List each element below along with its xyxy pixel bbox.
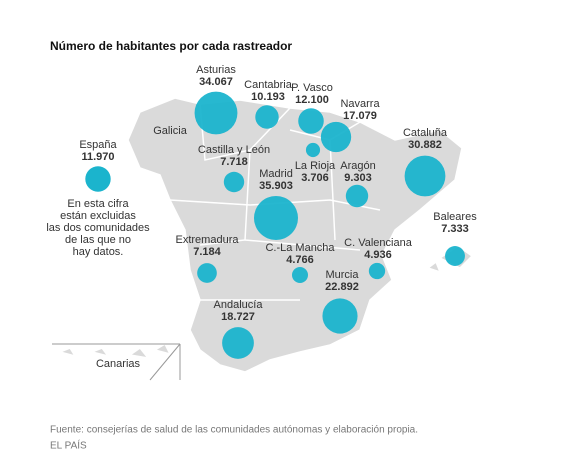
canarias-frame [52, 343, 181, 381]
region-name: Murcia [325, 269, 359, 281]
bubble [404, 155, 446, 197]
bubble [197, 263, 217, 283]
canarias-shape [57, 342, 172, 360]
spain-map [57, 97, 474, 373]
mainland [127, 97, 463, 373]
spain-note: hay datos. [73, 246, 124, 258]
bubble [254, 196, 298, 240]
region-name: Cantabria [244, 79, 293, 91]
region-value: 9.303 [344, 172, 372, 184]
bubble [222, 327, 254, 359]
region-value: 30.882 [408, 139, 442, 151]
region-name: Cataluña [403, 127, 448, 139]
bubble [223, 171, 245, 193]
region-name: C.-La Mancha [265, 242, 335, 254]
bubble [345, 184, 369, 208]
spain-note: de las que no [65, 234, 131, 246]
region-name: Andalucía [214, 299, 264, 311]
bubble [298, 108, 324, 134]
bubble [322, 298, 358, 334]
region-value: 4.936 [364, 249, 392, 261]
region-value: 18.727 [221, 311, 255, 323]
region-name: Navarra [340, 98, 380, 110]
bubble [194, 91, 238, 135]
spain-note: las dos comunidades [46, 222, 150, 234]
bubble [255, 105, 279, 129]
source: Fuente: consejerías de salud de las comu… [50, 425, 418, 436]
bubble [368, 262, 386, 280]
region-value: 10.193 [251, 91, 285, 103]
bubble [305, 142, 321, 158]
bubble [445, 246, 465, 266]
region-value: 35.903 [259, 180, 293, 192]
region-value: 22.892 [325, 281, 359, 293]
region-name: Castilla y León [198, 144, 270, 156]
region-value: 12.100 [295, 94, 329, 106]
spain-value: 11.970 [81, 151, 114, 163]
region-value: 4.766 [286, 254, 314, 266]
spain-note: están excluidas [60, 210, 136, 222]
credit: EL PAÍS [50, 439, 87, 452]
spain-note: En esta cifra [67, 198, 129, 210]
title: Número de habitantes por cada rastreador [50, 39, 292, 53]
region-name: C. Valenciana [344, 237, 413, 249]
region-label: Canarias [96, 358, 141, 370]
bubble [85, 166, 111, 192]
region-label: Galicia [153, 125, 188, 137]
region-value: 34.067 [199, 76, 233, 88]
bubble [291, 266, 309, 284]
region-name: Extremadura [176, 234, 240, 246]
region-name: La Rioja [295, 160, 336, 172]
region-name: Madrid [259, 168, 293, 180]
bubble [320, 121, 352, 153]
region-value: 7.184 [193, 246, 221, 258]
region-value: 3.706 [301, 172, 329, 184]
region-value: 7.718 [220, 156, 248, 168]
region-name: Baleares [433, 211, 477, 223]
region-name: Asturias [196, 64, 236, 76]
region-name: P. Vasco [291, 82, 333, 94]
region-value: 17.079 [343, 110, 377, 122]
spain-name: España [79, 139, 117, 151]
region-name: Aragón [340, 160, 375, 172]
region-value: 7.333 [441, 223, 469, 235]
